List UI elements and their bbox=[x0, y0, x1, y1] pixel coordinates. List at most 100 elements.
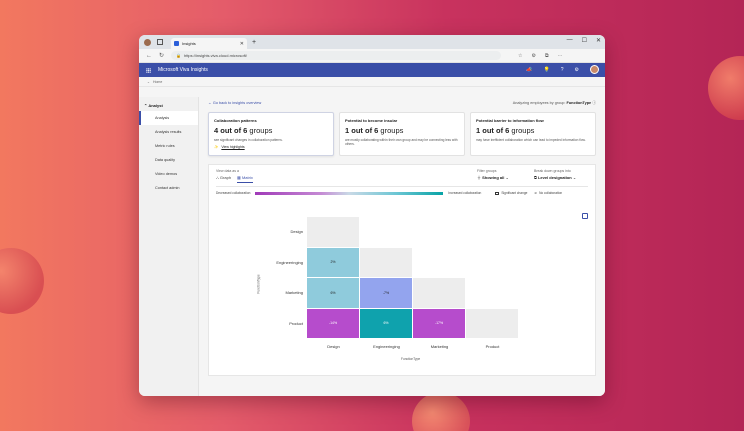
matrix-column-label: Marketing bbox=[430, 344, 449, 349]
card-stat-number: 1 out of 6 bbox=[476, 126, 510, 135]
new-tab-button[interactable]: + bbox=[252, 38, 257, 46]
more-menu-icon[interactable]: ⋯ bbox=[557, 52, 563, 59]
card-description: see significant changes in collaboration… bbox=[214, 138, 283, 142]
chevron-up-icon: ⌃ bbox=[144, 103, 148, 108]
browser-window: Insights ✕ + — ☐ ✕ ← ↻ 🔒 https://insight… bbox=[139, 35, 605, 396]
card-description: are mostly collaborating within their ow… bbox=[345, 138, 458, 147]
matrix-cell[interactable] bbox=[413, 278, 465, 308]
card-stat-number: 1 out of 6 bbox=[345, 126, 379, 135]
grid-icon: ▦ bbox=[237, 175, 242, 180]
filter-groups-label: Filter groups bbox=[477, 169, 497, 173]
content-area: ⌃ Analyst Analysis Analysis results Metr… bbox=[139, 97, 605, 396]
browser-tab[interactable]: Insights ✕ bbox=[171, 38, 247, 49]
card-stat-unit: groups bbox=[509, 126, 535, 135]
matrix-cell[interactable] bbox=[307, 217, 359, 247]
window-controls: — ☐ ✕ bbox=[567, 37, 601, 44]
sidebar-item-data-quality[interactable]: Data quality bbox=[155, 158, 176, 162]
info-icon[interactable]: ⓘ bbox=[592, 100, 596, 105]
close-window-button[interactable]: ✕ bbox=[595, 38, 601, 44]
lightbulb-icon[interactable]: 💡 bbox=[543, 66, 550, 73]
decorative-orb-right bbox=[708, 56, 744, 120]
tab-graph[interactable]: ⛬ Graph bbox=[216, 175, 231, 183]
tab-matrix-label: Matrix bbox=[241, 175, 253, 180]
url-text: https://insights.viva.cloud.microsoft/ bbox=[183, 53, 247, 58]
view-label: View data as a bbox=[216, 169, 239, 173]
app-title: Microsoft Viva Insights bbox=[158, 67, 208, 73]
matrix-cell[interactable] bbox=[360, 247, 412, 277]
divider bbox=[216, 186, 588, 187]
matrix-row-label: Design bbox=[290, 229, 303, 235]
card-barrier[interactable]: Potential barrier to information flow 1 … bbox=[470, 112, 596, 156]
view-controls: View data as a ⛬ Graph ▦ Matrix Filter g… bbox=[209, 165, 595, 186]
breadcrumb-home[interactable]: Home bbox=[152, 79, 163, 84]
y-axis-label: FunctionType bbox=[256, 274, 261, 294]
main-panel: ← Go back to insights overview Analyzing… bbox=[199, 97, 605, 396]
breakdown-label: Break down groups into bbox=[534, 169, 571, 173]
gear-icon[interactable]: ⚙ bbox=[574, 66, 579, 73]
user-avatar[interactable] bbox=[590, 65, 599, 74]
tab-matrix[interactable]: ▦ Matrix bbox=[237, 175, 253, 183]
browser-toolbar-icons: ☆ ⚙ ⧉ ⋯ bbox=[518, 53, 563, 59]
card-stat-unit: groups bbox=[247, 126, 273, 135]
card-collaboration-patterns[interactable]: Collaboration patterns 4 out of 6 groups… bbox=[208, 112, 334, 156]
matrix-panel: View data as a ⛬ Graph ▦ Matrix Filter g… bbox=[208, 164, 596, 376]
matrix-cell[interactable]: -7% bbox=[360, 278, 412, 308]
matrix-cell[interactable]: -17% bbox=[413, 308, 465, 338]
favorite-star-icon[interactable]: ☆ bbox=[518, 52, 523, 59]
sidebar-group-analyst[interactable]: ⌃ Analyst bbox=[139, 100, 198, 111]
filter-groups[interactable]: Filter groups ⏚ Showing all ⌄ bbox=[477, 169, 509, 181]
sidebar-item-analysis[interactable]: Analysis bbox=[139, 111, 198, 125]
megaphone-icon[interactable]: 📣 bbox=[526, 66, 533, 73]
matrix-row-label: Marketing bbox=[285, 290, 303, 296]
matrix-row-label: Product bbox=[289, 320, 303, 326]
export-icon[interactable] bbox=[582, 213, 588, 219]
sidebar: ⌃ Analyst Analysis Analysis results Metr… bbox=[139, 97, 199, 396]
back-arrow-icon: ← bbox=[208, 101, 213, 105]
sidebar-item-video-demos[interactable]: Video demos bbox=[155, 172, 178, 176]
card-title: Potential to become insular bbox=[345, 118, 398, 123]
graph-icon: ⛬ bbox=[216, 175, 220, 180]
significant-box-icon bbox=[495, 191, 500, 195]
back-link[interactable]: ← Go back to insights overview bbox=[208, 101, 261, 105]
profile-icon[interactable] bbox=[144, 38, 151, 46]
legend-gradient bbox=[255, 191, 444, 195]
matrix-cell[interactable]: 6% bbox=[307, 278, 359, 308]
minimize-button[interactable]: — bbox=[566, 37, 573, 43]
legend-no-collab: ⊘ No collaboration bbox=[534, 191, 562, 195]
card-title: Potential barrier to information flow bbox=[476, 118, 544, 123]
sidebar-item-analysis-results[interactable]: Analysis results bbox=[155, 130, 182, 134]
help-icon[interactable]: ? bbox=[560, 66, 564, 73]
view-selector: View data as a ⛬ Graph ▦ Matrix bbox=[216, 169, 253, 186]
app-launcher-icon[interactable] bbox=[146, 67, 151, 73]
matrix-column-label: Product bbox=[485, 344, 500, 349]
card-title: Collaboration patterns bbox=[214, 118, 257, 123]
matrix-cell[interactable]: -14% bbox=[307, 308, 359, 338]
extensions-icon[interactable]: ⚙ bbox=[531, 52, 536, 59]
breakdown-groups[interactable]: Break down groups into ⧉ Level designati… bbox=[534, 169, 576, 180]
workspaces-icon[interactable] bbox=[157, 39, 163, 45]
close-tab-icon[interactable]: ✕ bbox=[239, 40, 244, 47]
back-arrow-icon[interactable]: ← bbox=[146, 52, 152, 59]
sidebar-item-metric-rules[interactable]: Metric rules bbox=[155, 144, 175, 148]
matrix-cell[interactable]: 6% bbox=[360, 308, 412, 338]
url-field[interactable]: 🔒 https://insights.viva.cloud.microsoft/ bbox=[171, 51, 501, 60]
layers-icon: ⧉ bbox=[534, 175, 538, 180]
collections-icon[interactable]: ⧉ bbox=[544, 52, 549, 59]
refresh-icon[interactable]: ↻ bbox=[159, 53, 165, 59]
matrix-cell[interactable]: 2% bbox=[307, 247, 359, 277]
header-icons: 📣 💡 ? ⚙ bbox=[526, 65, 599, 74]
legend-significant: Significant change bbox=[495, 191, 527, 195]
matrix-cell[interactable] bbox=[466, 308, 518, 338]
lock-icon: 🔒 bbox=[176, 53, 181, 58]
view-highlights-link[interactable]: ✨ View highlights bbox=[214, 145, 328, 149]
home-chevron-icon: ⌄ bbox=[147, 79, 150, 84]
breakdown-value: ⧉ Level designation ⌄ bbox=[534, 175, 577, 180]
address-bar-row: ← ↻ 🔒 https://insights.viva.cloud.micros… bbox=[139, 49, 605, 63]
card-insular[interactable]: Potential to become insular 1 out of 6 g… bbox=[339, 112, 465, 156]
sidebar-item-contact-admin[interactable]: Contact admin bbox=[155, 186, 180, 190]
no-collab-icon: ⊘ bbox=[534, 191, 538, 195]
legend: Decreased collaboration Increased collab… bbox=[209, 187, 595, 199]
maximize-button[interactable]: ☐ bbox=[581, 38, 587, 44]
sidebar-group-label: Analyst bbox=[148, 103, 163, 108]
filter-groups-selected: Showing all bbox=[482, 175, 505, 180]
